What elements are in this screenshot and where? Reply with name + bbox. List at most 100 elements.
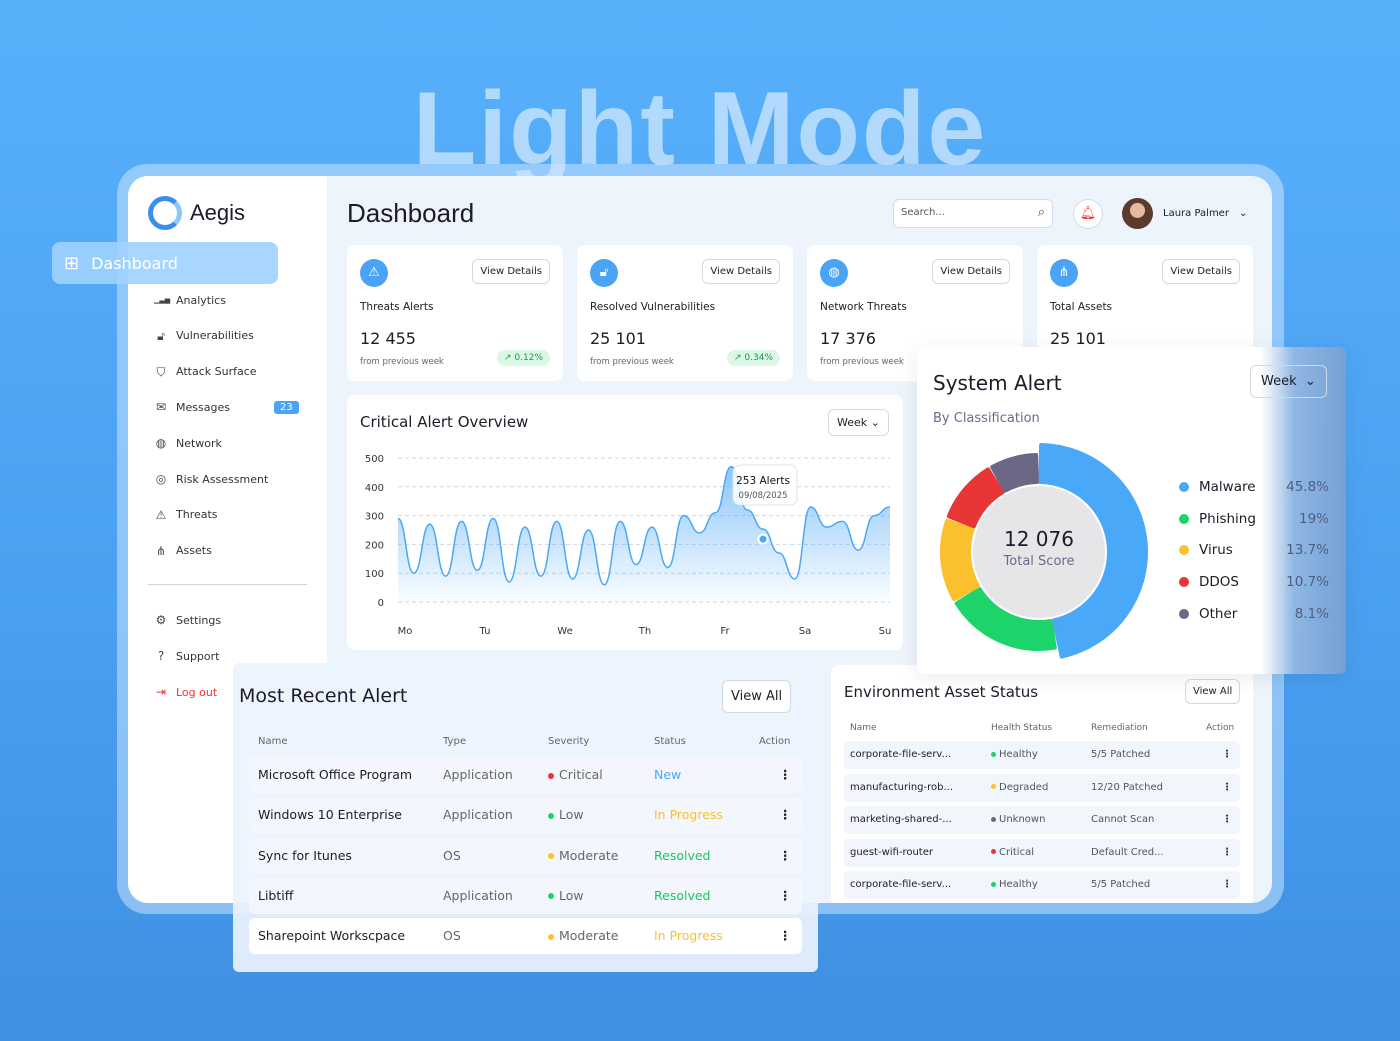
- change-badge: ↗ 0.12%: [496, 350, 550, 366]
- sidebar-item-vulnerabilities[interactable]: 🔓︎ Vulnerabilities: [154, 329, 254, 343]
- sidebar-item-risk-assessment[interactable]: ◎ Risk Assessment: [154, 472, 269, 486]
- search-icon: ⌕: [1037, 205, 1045, 220]
- chevron-down-icon: ⌄: [870, 416, 880, 429]
- sidebar-item-network[interactable]: ◍ Network: [154, 436, 222, 450]
- sidebar-item-threats[interactable]: ⚠ Threats: [154, 508, 218, 522]
- table-row[interactable]: Sync for Itunes OS Moderate Resolved ⋮: [249, 837, 802, 874]
- sidebar-item-logout[interactable]: ⇥ Log out: [154, 685, 217, 699]
- alert-type: Application: [443, 887, 513, 903]
- donut-slice-other[interactable]: [990, 453, 1039, 493]
- severity: Moderate: [548, 848, 618, 863]
- status-dot: [991, 816, 996, 822]
- col-header: Name: [850, 723, 877, 733]
- tooltip-value: 253 Alerts: [736, 475, 790, 487]
- messages-badge: 23: [274, 401, 299, 414]
- table-row[interactable]: corporate-file-serv... Healthy 5/5 Patch…: [844, 741, 1240, 769]
- view-details-button[interactable]: View Details: [1162, 259, 1240, 284]
- period-dropdown[interactable]: Week ⌄: [828, 409, 889, 436]
- sidebar-item-settings[interactable]: ⚙ Settings: [154, 613, 222, 627]
- stat-label: Resolved Vulnerabilities: [590, 301, 716, 313]
- nav-label: Attack Surface: [176, 365, 257, 379]
- alert-type: Application: [443, 807, 513, 823]
- donut-slice-malware[interactable]: [1038, 443, 1148, 659]
- nav-label: Analytics: [176, 293, 226, 307]
- sidebar-item-analytics[interactable]: ▁▃▅ Analytics: [154, 293, 226, 307]
- sidebar-item-dashboard[interactable]: ⊞ Dashboard: [52, 242, 278, 284]
- avatar: [1122, 198, 1153, 229]
- status-label: Resolved: [654, 847, 711, 863]
- view-details-button[interactable]: View Details: [702, 259, 780, 284]
- nav-label: Messages: [176, 400, 230, 414]
- severity: Critical: [548, 767, 603, 782]
- col-header: Action: [1206, 723, 1235, 733]
- stat-value: 25 101: [590, 329, 646, 348]
- period-value: Week: [1261, 374, 1297, 389]
- nav-label: Vulnerabilities: [176, 329, 254, 343]
- legend-value: 45.8%: [1286, 479, 1329, 495]
- more-icon[interactable]: ⋮: [779, 847, 792, 863]
- more-icon[interactable]: ⋮: [1222, 879, 1232, 890]
- sidebar-item-messages[interactable]: ✉ Messages: [154, 400, 230, 414]
- table-row[interactable]: marketing-shared-... Unknown Cannot Scan…: [844, 806, 1240, 834]
- table-row[interactable]: corporate-file-serv... Healthy 5/5 Patch…: [844, 871, 1240, 899]
- more-icon[interactable]: ⋮: [1222, 781, 1232, 793]
- sidebar-item-assets[interactable]: ⋔ Assets: [154, 544, 212, 558]
- table-row[interactable]: Microsoft Office Program Application Cri…: [249, 757, 802, 793]
- severity: Low: [548, 888, 584, 903]
- search-input[interactable]: Search... ⌕: [893, 199, 1053, 228]
- legend-label: Phishing: [1199, 510, 1256, 527]
- stat-value: 25 101: [1050, 329, 1106, 348]
- period-dropdown[interactable]: Week ⌄: [1250, 365, 1327, 398]
- table-row[interactable]: Sharepoint Workscpace OS Moderate In Pro…: [249, 918, 802, 955]
- donut-slice-phishing[interactable]: [954, 587, 1057, 651]
- status-dot: [991, 849, 996, 854]
- more-icon[interactable]: ⋮: [1222, 846, 1232, 858]
- change-value: 0.12%: [514, 353, 543, 363]
- recent-view-all-button[interactable]: View All: [722, 680, 792, 713]
- target-icon: ◎: [155, 472, 167, 486]
- table-row[interactable]: Libtiff Application Low Resolved ⋮: [249, 877, 802, 914]
- tooltip-date: 09/08/2025: [739, 491, 788, 501]
- view-details-button[interactable]: View Details: [932, 259, 1010, 284]
- health-label: Healthy: [999, 749, 1038, 760]
- status-label: In Progress: [654, 928, 723, 944]
- health-status: Critical: [991, 847, 1034, 858]
- severity-dot: [548, 812, 554, 819]
- sidebar-item-support[interactable]: ? Support: [154, 649, 220, 663]
- table-row[interactable]: manufacturing-rob... Degraded 12/20 Patc…: [844, 773, 1240, 802]
- alert-type: OS: [443, 928, 461, 944]
- more-icon[interactable]: ⋮: [1222, 814, 1232, 825]
- health-status: Healthy: [991, 749, 1038, 760]
- app-name: Aegis: [190, 200, 246, 225]
- user-menu[interactable]: Laura Palmer ⌄: [1122, 198, 1247, 229]
- hero-title: Light Mode: [412, 71, 988, 176]
- table-row[interactable]: guest-wifi-router Critical Default Cred.…: [844, 838, 1240, 867]
- trend-up-icon: ↗: [503, 353, 512, 363]
- more-icon[interactable]: ⋮: [779, 928, 792, 944]
- notification-button[interactable]: 🔔︎: [1073, 199, 1103, 229]
- line-chart: 0 100 200 300 400 500 Mo Tu We Th Fr Sa Su 253 Alert…: [365, 454, 891, 637]
- remediation: Default Cred...: [1091, 846, 1164, 858]
- more-icon[interactable]: ⋮: [779, 807, 792, 823]
- severity-dot: [548, 772, 554, 779]
- col-header: Status: [654, 736, 686, 747]
- donut-slice-ddos[interactable]: [946, 467, 1005, 529]
- health-label: Degraded: [999, 781, 1049, 793]
- status-label: New: [654, 767, 682, 782]
- sidebar-item-attack-surface[interactable]: ⛉ Attack Surface: [154, 365, 257, 379]
- alert-type: OS: [443, 847, 461, 863]
- more-icon[interactable]: ⋮: [779, 887, 792, 903]
- nav-label: Dashboard: [91, 253, 178, 273]
- nav-label: Log out: [176, 685, 218, 699]
- env-view-all-button[interactable]: View All: [1185, 679, 1241, 704]
- highlight-point[interactable]: [757, 533, 769, 545]
- stat-value: 12 455: [360, 329, 416, 348]
- y-tick-label: 0: [378, 598, 384, 609]
- legend-value: 10.7%: [1286, 574, 1329, 591]
- view-details-button[interactable]: View Details: [472, 259, 550, 284]
- more-icon[interactable]: ⋮: [779, 767, 792, 782]
- more-icon[interactable]: ⋮: [1222, 749, 1232, 760]
- donut-slice-virus[interactable]: [940, 518, 980, 602]
- severity-label: Critical: [559, 767, 603, 782]
- table-row[interactable]: Windows 10 Enterprise Application Low In…: [249, 797, 802, 834]
